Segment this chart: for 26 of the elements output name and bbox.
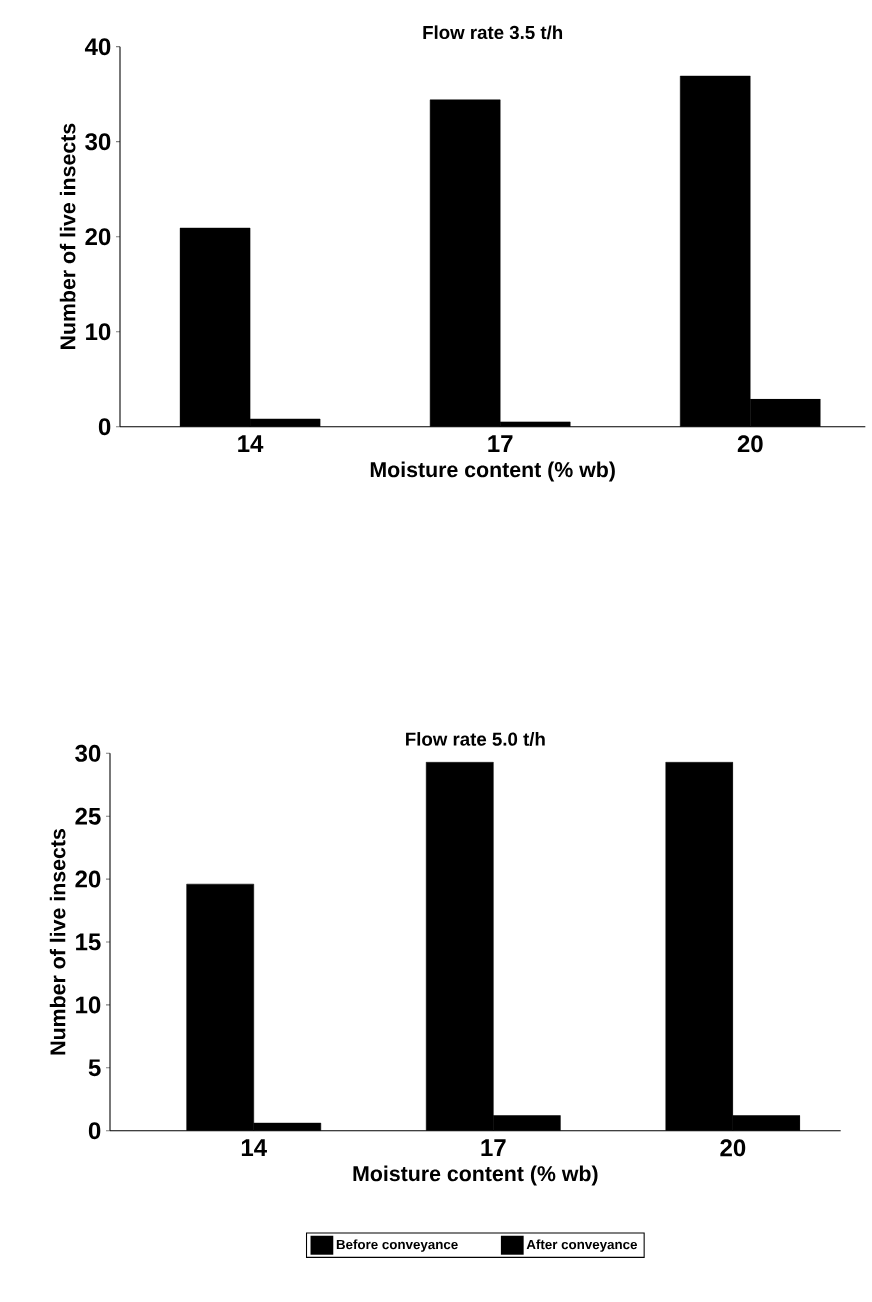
y-tick-label: 20 bbox=[75, 870, 101, 888]
y-tick-label: 25 bbox=[75, 807, 101, 825]
chart-title: Flow rate 3.5 t/h bbox=[423, 25, 563, 40]
y-tick-label: 30 bbox=[75, 744, 101, 762]
y-tick-label: 0 bbox=[98, 418, 111, 436]
y-tick-label: 10 bbox=[86, 323, 111, 341]
x-tick-label: 14 bbox=[241, 1139, 267, 1156]
x-tick-label: 17 bbox=[488, 435, 513, 452]
chart-title: Flow rate 5.0 t/h bbox=[406, 732, 545, 746]
legend-label: Before conveyance bbox=[336, 1239, 458, 1252]
y-tick-label: 40 bbox=[84, 38, 111, 56]
x-axis-title: Moisture content (% wb) bbox=[353, 1165, 598, 1186]
y-tick-label: 20 bbox=[85, 228, 111, 246]
y-tick-label: 30 bbox=[85, 133, 111, 151]
legend-label: After conveyance bbox=[526, 1239, 637, 1252]
y-axis-title: Number of live insects bbox=[59, 123, 76, 350]
x-tick-label: 14 bbox=[238, 435, 264, 452]
x-axis-title: Moisture content (% wb) bbox=[370, 461, 615, 482]
y-tick-label: 5 bbox=[88, 1059, 101, 1077]
x-tick-label: 20 bbox=[737, 435, 763, 453]
y-tick-label: 0 bbox=[88, 1122, 101, 1140]
y-axis-title: Number of live insects bbox=[49, 829, 66, 1055]
x-tick-label: 17 bbox=[481, 1139, 506, 1156]
y-tick-label: 15 bbox=[76, 933, 101, 951]
x-tick-label: 20 bbox=[720, 1139, 746, 1157]
y-tick-label: 10 bbox=[76, 996, 101, 1014]
